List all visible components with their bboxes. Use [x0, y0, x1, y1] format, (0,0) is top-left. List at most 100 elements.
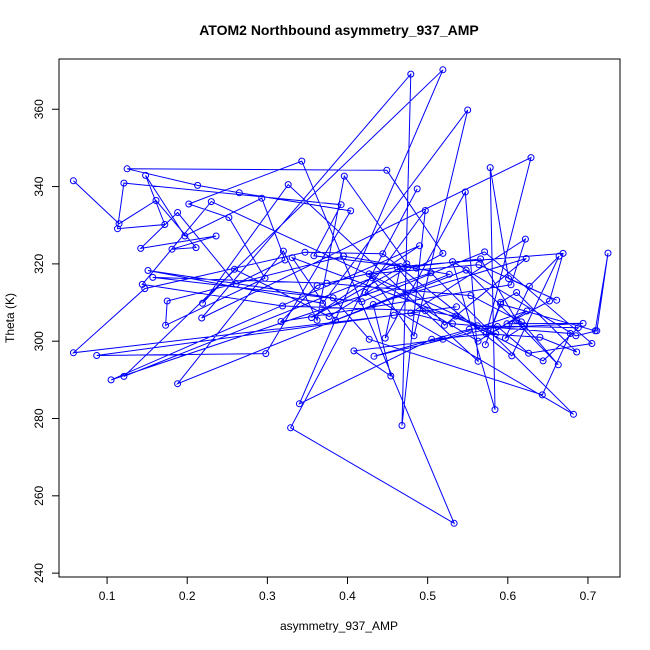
data-point [493, 323, 501, 330]
data-point [461, 188, 469, 196]
data-point [505, 275, 513, 283]
data-point [445, 270, 453, 278]
data-point [361, 289, 369, 296]
data-point [295, 400, 303, 408]
data-point [546, 297, 553, 305]
data-point [497, 298, 505, 306]
data-point [212, 232, 220, 240]
data-point [482, 330, 490, 338]
data-point [427, 269, 435, 277]
data-point [198, 314, 206, 322]
data-point [261, 274, 269, 282]
data-point [474, 357, 482, 365]
data-point [513, 316, 521, 324]
y-axis: 240 260 280 300 320 340 360 [32, 99, 60, 583]
data-point [604, 249, 612, 257]
data-point [142, 171, 150, 179]
data-point [258, 194, 266, 202]
data-point [403, 260, 411, 268]
data-point [464, 106, 472, 114]
data-point [390, 311, 398, 319]
data-point [465, 325, 473, 333]
data-point [574, 324, 582, 332]
y-tick-label: 280 [32, 408, 46, 428]
data-point [313, 316, 321, 324]
data-point [310, 252, 318, 260]
data-point [393, 263, 401, 271]
data-point [162, 321, 170, 329]
x-tick-label: 0.7 [580, 589, 597, 603]
data-point [462, 266, 470, 274]
data-point [559, 249, 567, 257]
data-point [123, 165, 131, 173]
data-point [554, 361, 562, 369]
y-tick-label: 340 [32, 176, 46, 196]
data-point [347, 207, 355, 215]
data-point [163, 297, 171, 305]
data-point [481, 248, 489, 256]
data-point [319, 299, 327, 307]
data-point [441, 321, 448, 329]
data-point [329, 294, 337, 302]
x-tick-label: 0.4 [339, 589, 356, 603]
data-point [279, 247, 287, 255]
x-tick-label: 0.5 [419, 589, 436, 603]
data-point [365, 270, 373, 278]
data-point [340, 252, 347, 260]
data-point [491, 406, 499, 414]
data-point [474, 337, 482, 345]
data-point [501, 334, 509, 342]
data-point [573, 348, 581, 356]
x-tick-label: 0.6 [499, 589, 516, 603]
data-point [396, 263, 404, 271]
data-point [521, 235, 529, 243]
data-point [287, 424, 295, 432]
data-point [199, 299, 206, 307]
data-point [152, 197, 160, 204]
data-point [539, 357, 547, 365]
data-point [288, 254, 296, 262]
data-point [398, 422, 406, 429]
data-point [369, 301, 377, 308]
data-point [107, 376, 115, 384]
data-point [413, 185, 421, 193]
data-point [428, 335, 436, 343]
series-layer [69, 66, 612, 527]
data-point [168, 245, 176, 253]
data-point [523, 307, 531, 315]
data-point [439, 335, 447, 343]
data-point [279, 302, 287, 310]
data-point [231, 265, 238, 273]
data-point [225, 214, 233, 221]
data-point [262, 350, 270, 358]
data-point [527, 154, 535, 162]
data-point [497, 300, 505, 308]
data-point [572, 332, 580, 340]
data-point [404, 263, 412, 271]
data-point [161, 221, 169, 228]
data-point [421, 307, 429, 315]
data-point [507, 281, 515, 289]
data-point [235, 189, 243, 197]
data-point [115, 220, 123, 228]
data-point [358, 298, 366, 306]
data-point [407, 309, 415, 317]
data-point [570, 410, 577, 418]
data-point [149, 273, 157, 281]
data-point [452, 312, 460, 320]
data-point [350, 347, 358, 355]
data-point [207, 198, 215, 206]
y-tick-label: 360 [32, 99, 46, 119]
data-point [181, 232, 189, 240]
data-point [486, 164, 494, 172]
data-point [522, 255, 530, 262]
y-axis-label: Theta (K) [3, 293, 17, 343]
data-point [185, 200, 193, 208]
data-point [525, 282, 533, 290]
data-point [337, 201, 345, 209]
data-point [387, 372, 395, 380]
data-point [284, 181, 292, 189]
y-tick-label: 320 [32, 254, 46, 274]
data-point [591, 327, 599, 335]
